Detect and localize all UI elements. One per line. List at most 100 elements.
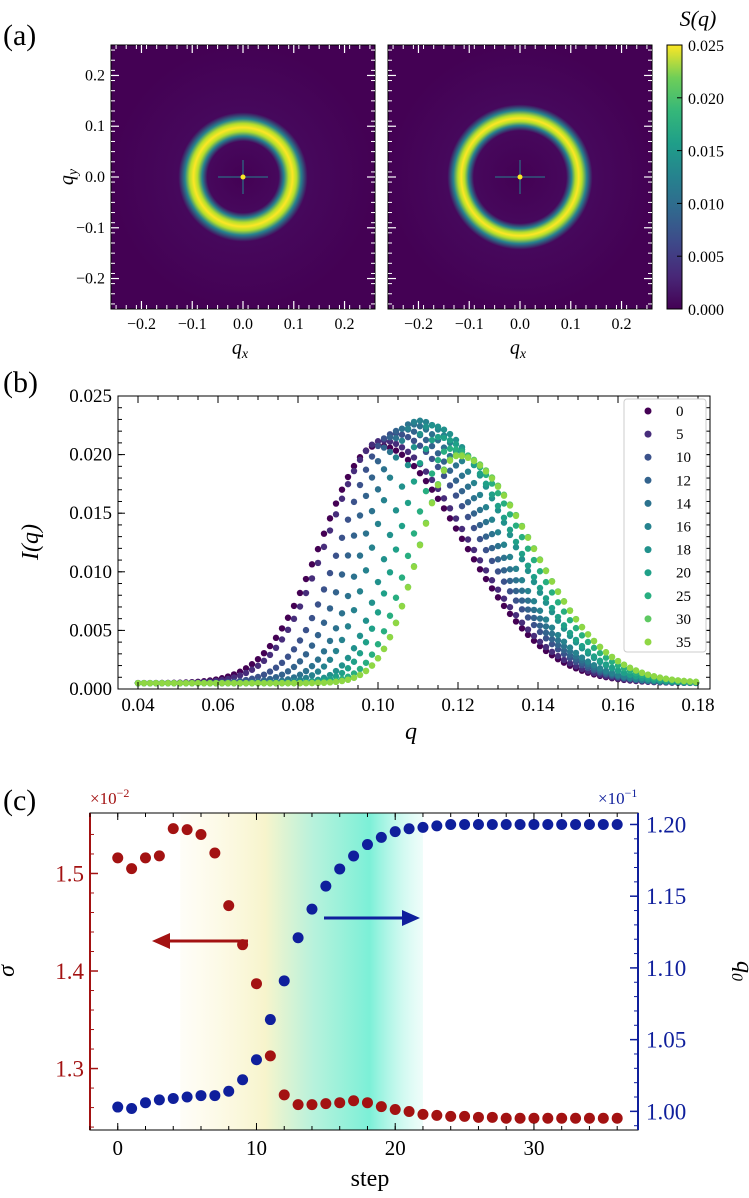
intensity-point xyxy=(512,597,520,604)
intensity-point xyxy=(278,679,286,687)
intensity-point xyxy=(518,550,526,558)
intensity-point xyxy=(386,569,394,576)
intensity-point xyxy=(500,602,508,610)
intensity-point xyxy=(518,619,526,626)
sigma-point xyxy=(139,852,151,864)
intensity-point xyxy=(344,516,352,523)
sigma-point xyxy=(389,1104,401,1116)
intensity-point xyxy=(476,566,484,573)
legend-marker xyxy=(644,499,652,507)
sigma-point xyxy=(306,1099,318,1111)
heatmap-left-ylabel-main: q xyxy=(56,175,78,185)
legend-label: 35 xyxy=(676,635,691,651)
y-tick-label: 0.2 xyxy=(85,67,105,84)
intensity-point xyxy=(488,557,496,565)
intensity-point xyxy=(548,578,556,585)
intensity-point xyxy=(482,533,490,540)
intensity-xlabel: q xyxy=(405,719,417,745)
q0-point xyxy=(348,850,360,862)
intensity-point xyxy=(326,605,334,612)
intensity-point xyxy=(536,615,544,622)
intensity-point xyxy=(230,679,238,687)
intensity-point xyxy=(638,669,646,677)
intensity-point xyxy=(554,652,562,660)
intensity-point xyxy=(536,622,544,629)
intensity-point xyxy=(254,655,262,663)
intensity-point xyxy=(476,557,484,564)
q0-tick-label: 1.10 xyxy=(646,956,686,981)
sigma-point xyxy=(611,1112,623,1124)
intensity-point xyxy=(542,623,550,630)
intensity-point xyxy=(482,480,490,487)
intensity-point xyxy=(416,417,424,424)
y-tick-label: 0.010 xyxy=(69,562,112,583)
intensity-point xyxy=(494,568,502,575)
intensity-point xyxy=(320,648,328,655)
intensity-point xyxy=(356,481,364,489)
intensity-point xyxy=(614,667,622,674)
intensity-point xyxy=(410,418,418,426)
intensity-point xyxy=(344,552,352,559)
q0-axis-label-sub: 0 xyxy=(728,973,745,981)
intensity-point xyxy=(488,585,496,592)
intensity-point xyxy=(188,679,196,687)
intensity-point xyxy=(416,508,424,515)
intensity-point xyxy=(320,663,328,670)
intensity-point xyxy=(554,613,562,621)
legend-label: 12 xyxy=(676,473,691,489)
intensity-point xyxy=(512,538,520,546)
sigma-point xyxy=(223,900,235,912)
q0-point xyxy=(223,1085,235,1097)
intensity-point xyxy=(338,610,346,617)
intensity-point xyxy=(398,451,406,458)
intensity-point xyxy=(434,433,442,441)
intensity-point xyxy=(506,553,514,561)
intensity-point xyxy=(458,472,466,479)
intensity-point xyxy=(296,671,304,678)
intensity-point xyxy=(254,662,262,669)
intensity-point xyxy=(314,656,322,663)
panel-label-b: (b) xyxy=(3,366,38,399)
intensity-point xyxy=(548,648,556,656)
sigma-point xyxy=(250,978,262,990)
heatmap-left-xlabel-sub: x xyxy=(241,347,249,362)
intensity-point xyxy=(494,490,502,497)
intensity-point xyxy=(404,456,412,464)
y-tick-label: 0.000 xyxy=(69,679,112,700)
intensity-point xyxy=(392,434,400,442)
intensity-point xyxy=(530,545,538,553)
intensity-point xyxy=(518,625,526,632)
intensity-point xyxy=(512,544,520,551)
intensity-point xyxy=(368,625,376,632)
intensity-point xyxy=(242,679,250,687)
intensity-point xyxy=(350,532,358,539)
sigma-point xyxy=(292,1099,304,1111)
heatmap-right-xlabel-main: q xyxy=(510,337,520,359)
intensity-point xyxy=(362,530,370,537)
colorbar-tick-label: 0.015 xyxy=(688,144,724,161)
intensity-point xyxy=(338,677,346,685)
intensity-point xyxy=(458,452,466,460)
intensity-point xyxy=(284,653,292,660)
intensity-point xyxy=(284,668,292,675)
intensity-point xyxy=(326,527,334,534)
intensity-point xyxy=(242,669,250,677)
intensity-point xyxy=(482,567,490,574)
q0-point xyxy=(264,1014,276,1026)
intensity-point xyxy=(314,601,322,608)
intensity-point xyxy=(308,575,316,582)
intensity-point xyxy=(494,483,502,490)
intensity-point xyxy=(602,649,610,656)
intensity-point xyxy=(374,520,382,528)
sigma-arrow xyxy=(152,933,248,949)
intensity-point xyxy=(356,588,364,595)
intensity-point xyxy=(392,619,400,627)
x-tick-label: 0.10 xyxy=(361,695,394,716)
intensity-point xyxy=(452,492,460,499)
intensity-point xyxy=(686,678,694,685)
intensity-point xyxy=(314,679,322,687)
intensity-point xyxy=(488,516,496,523)
intensity-point xyxy=(260,649,268,657)
intensity-point xyxy=(494,507,502,514)
intensity-point xyxy=(482,504,490,511)
